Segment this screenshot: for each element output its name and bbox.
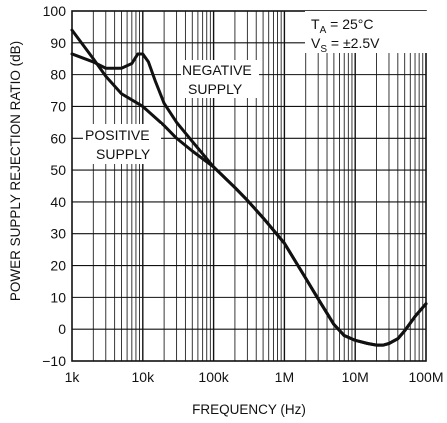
conditions-legend: TA = 25°C VS = ±2.5V [305,11,427,55]
negative-label-bg [181,60,259,98]
negative-label-line1: NEGATIVE [182,62,252,78]
negative-supply-annotation: NEGATIVE SUPPLY [181,60,259,98]
ta-condition: TA = 25°C [311,16,373,36]
positive-supply-annotation: POSITIVE SUPPLY [83,124,161,164]
series-lines [70,28,428,347]
plot-frame [71,10,427,362]
y-tick-label: 60 [50,130,66,146]
y-tick-label: −10 [42,353,66,369]
y-tick-label: 0 [58,321,66,337]
y-tick-label: 80 [50,67,66,83]
positive-supply-line [70,28,428,347]
x-tick-label: 100M [408,369,443,385]
negative-label-line2: SUPPLY [188,81,243,97]
y-tick-label: 40 [50,194,66,210]
x-tick-label: 1M [275,369,294,385]
y-tick-label: 90 [50,35,66,51]
y-axis-title: POWER SUPPLY REJECTION RATIO (dB) [8,41,23,301]
positive-label-line2: SUPPLY [96,146,151,162]
x-axis-title: FREQUENCY (Hz) [192,402,306,417]
y-tick-label: 70 [50,98,66,114]
x-tick-label: 10k [132,369,156,385]
y-tick-label: 50 [50,162,66,178]
plot-border [71,10,427,362]
x-tick-label: 1k [65,369,81,385]
positive-label-line1: POSITIVE [85,127,150,143]
x-tick-label: 100k [198,369,229,385]
conditions-box [305,11,427,53]
vs-condition: VS = ±2.5V [311,35,380,55]
positive-label-bg [83,124,161,164]
y-tick-label: 30 [50,226,66,242]
x-tick-label: 10M [342,369,369,385]
y-tick-label: 100 [43,3,67,19]
y-tick-label: 20 [50,258,66,274]
y-tick-label: 10 [50,289,66,305]
